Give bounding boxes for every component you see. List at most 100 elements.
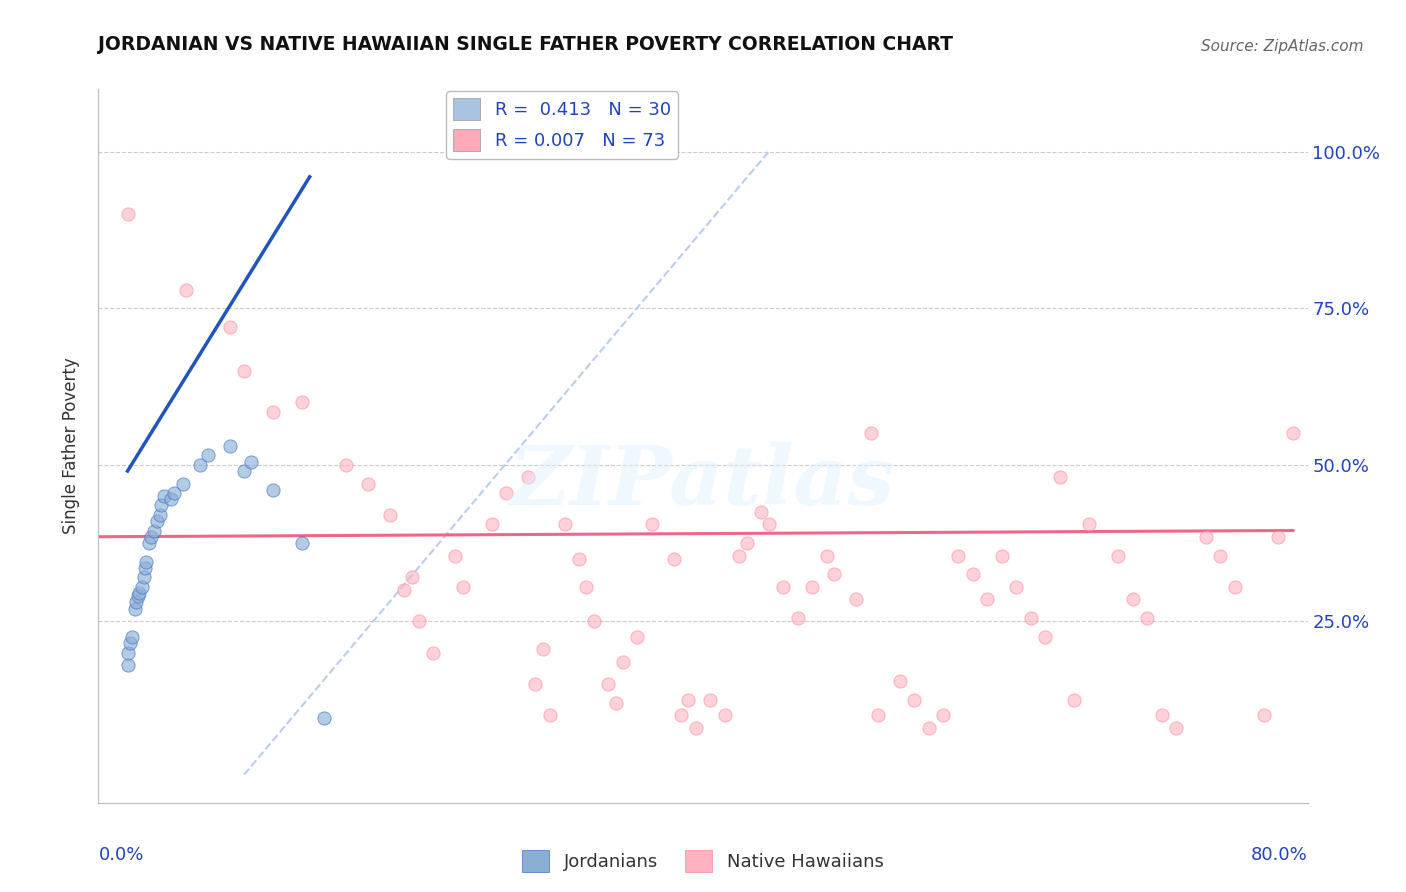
Point [845, 592, 868, 607]
Point [138, 536, 160, 550]
Point [1194, 530, 1216, 544]
Point [1282, 426, 1305, 441]
Point [394, 582, 416, 597]
Point [714, 708, 737, 723]
Point [1267, 530, 1289, 544]
Point [801, 580, 824, 594]
Point [1209, 549, 1232, 563]
Point [132, 570, 155, 584]
Point [139, 530, 162, 544]
Point [444, 549, 467, 563]
Point [889, 673, 911, 688]
Point [517, 470, 540, 484]
Point [357, 476, 380, 491]
Point [218, 439, 240, 453]
Point [117, 646, 139, 660]
Point [197, 449, 219, 463]
Point [124, 601, 146, 615]
Point [408, 614, 430, 628]
Point [240, 455, 263, 469]
Point [1019, 611, 1042, 625]
Point [378, 508, 401, 522]
Point [823, 567, 845, 582]
Point [451, 580, 474, 594]
Point [1150, 708, 1173, 723]
Point [932, 708, 955, 723]
Point [531, 642, 554, 657]
Point [121, 630, 143, 644]
Point [160, 492, 183, 507]
Point [538, 708, 561, 723]
Point [233, 364, 256, 378]
Point [1166, 721, 1188, 735]
Point [262, 483, 284, 497]
Point [685, 721, 707, 735]
Point [145, 514, 167, 528]
Point [117, 658, 139, 673]
Text: 0.0%: 0.0% [98, 846, 143, 863]
Point [1049, 470, 1071, 484]
Point [728, 549, 751, 563]
Point [218, 320, 240, 334]
Point [772, 580, 794, 594]
Point [172, 476, 194, 491]
Point [735, 536, 758, 550]
Legend: Jordanians, Native Hawaiians: Jordanians, Native Hawaiians [515, 843, 891, 880]
Point [1122, 592, 1144, 607]
Point [990, 549, 1012, 563]
Point [314, 711, 336, 725]
Point [641, 517, 664, 532]
Point [135, 555, 157, 569]
Point [190, 458, 212, 472]
Point [786, 611, 808, 625]
Point [117, 207, 139, 221]
Point [163, 486, 186, 500]
Point [605, 696, 627, 710]
Point [153, 489, 176, 503]
Point [678, 692, 700, 706]
Point [1078, 517, 1101, 532]
Point [749, 505, 772, 519]
Point [598, 677, 620, 691]
Point [125, 595, 148, 609]
Text: JORDANIAN VS NATIVE HAWAIIAN SINGLE FATHER POVERTY CORRELATION CHART: JORDANIAN VS NATIVE HAWAIIAN SINGLE FATH… [98, 35, 953, 54]
Text: Source: ZipAtlas.com: Source: ZipAtlas.com [1201, 38, 1364, 54]
Point [946, 549, 969, 563]
Point [976, 592, 998, 607]
Point [142, 524, 165, 538]
Point [524, 677, 547, 691]
Point [918, 721, 941, 735]
Point [626, 630, 648, 644]
Point [127, 589, 149, 603]
Point [582, 614, 605, 628]
Point [962, 567, 984, 582]
Point [134, 561, 156, 575]
Point [481, 517, 503, 532]
Point [150, 499, 173, 513]
Point [149, 508, 172, 522]
Point [120, 636, 142, 650]
Point [554, 517, 576, 532]
Point [422, 646, 444, 660]
Point [1223, 580, 1246, 594]
Text: 80.0%: 80.0% [1251, 846, 1308, 863]
Text: ZIPatlas: ZIPatlas [510, 442, 896, 522]
Point [669, 708, 692, 723]
Point [1136, 611, 1159, 625]
Point [1253, 708, 1275, 723]
Point [174, 283, 197, 297]
Point [291, 395, 314, 409]
Point [1033, 630, 1056, 644]
Point [1063, 692, 1085, 706]
Point [291, 536, 314, 550]
Y-axis label: Single Father Poverty: Single Father Poverty [62, 358, 80, 534]
Point [575, 580, 598, 594]
Point [401, 570, 423, 584]
Point [662, 551, 685, 566]
Point [131, 580, 153, 594]
Point [866, 708, 889, 723]
Point [1005, 580, 1028, 594]
Point [233, 464, 256, 478]
Point [699, 692, 721, 706]
Point [335, 458, 357, 472]
